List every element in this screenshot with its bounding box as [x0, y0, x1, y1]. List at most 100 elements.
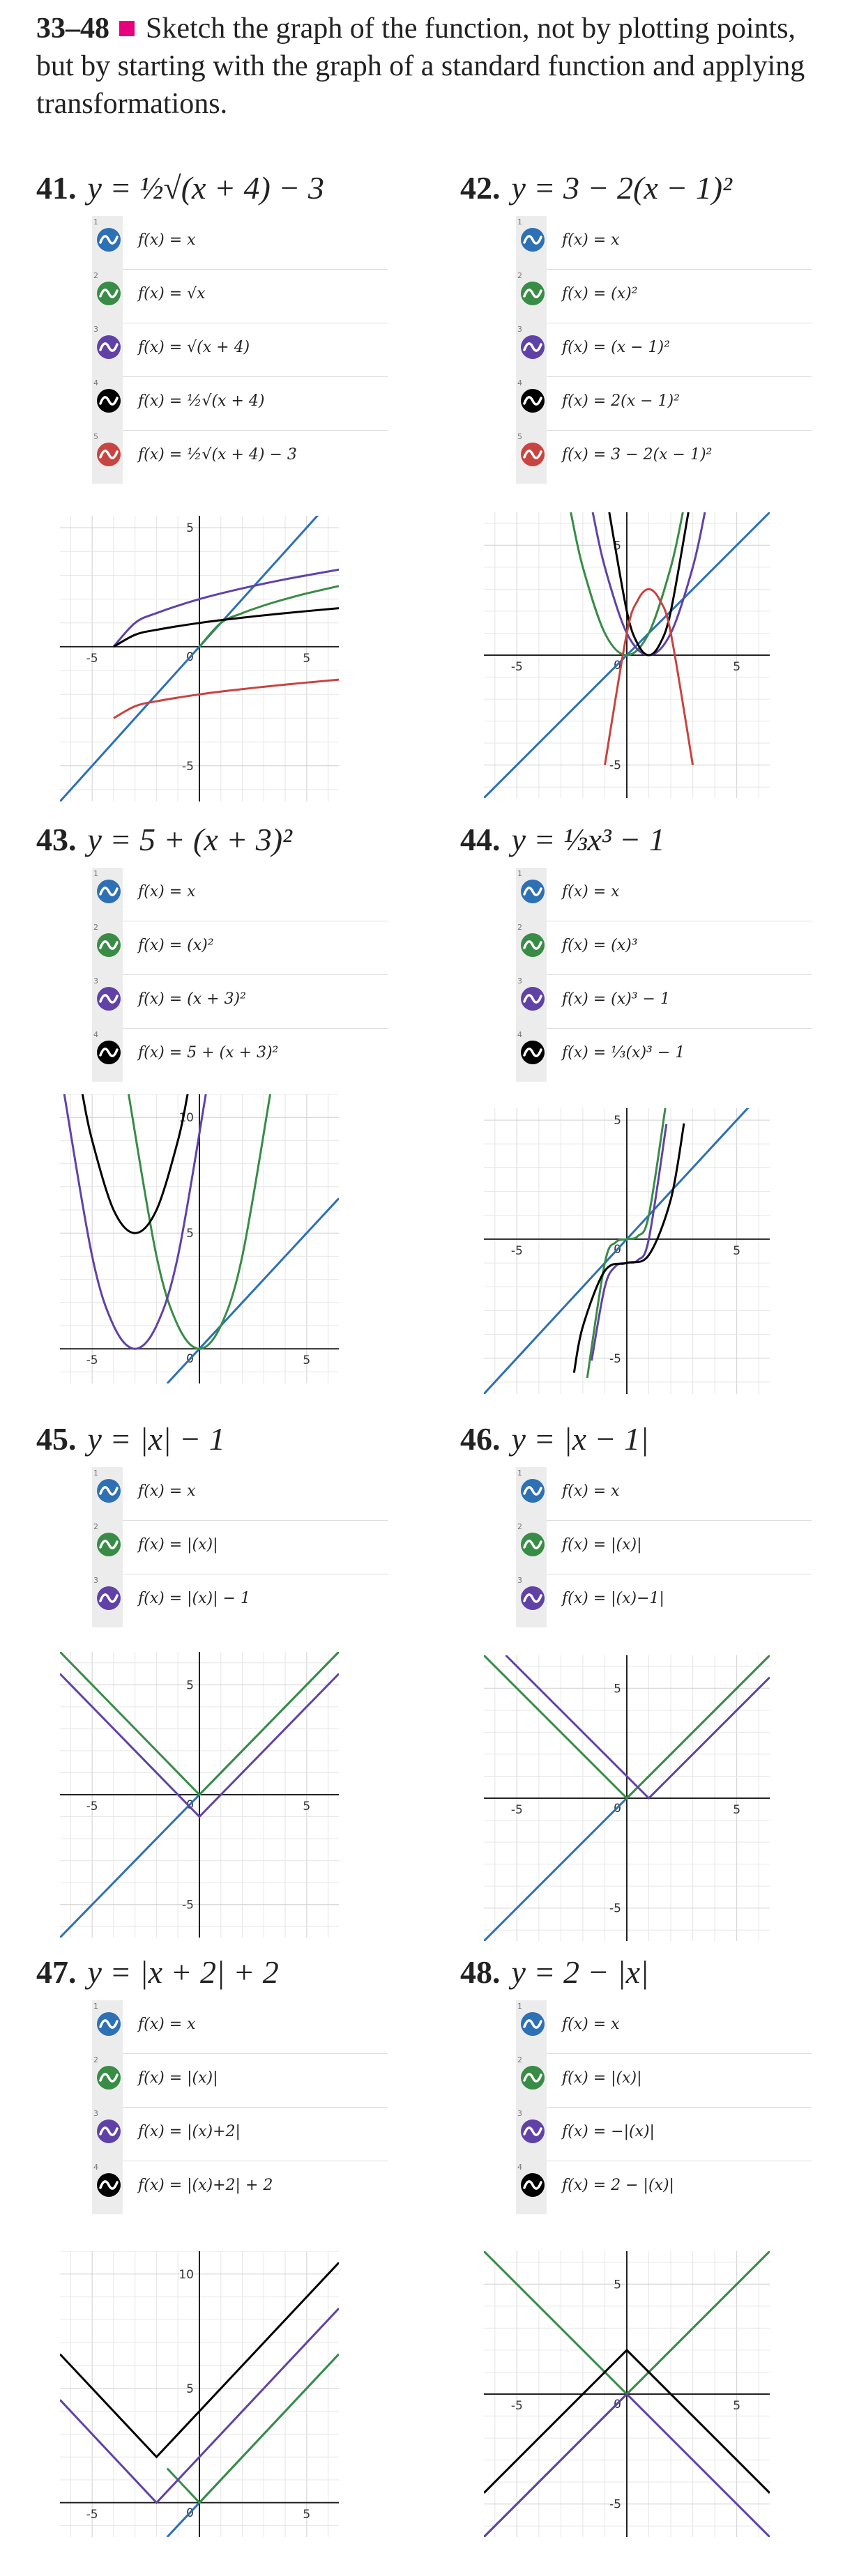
expression-row[interactable]: 3 f(x) = −|(x)| — [517, 2108, 812, 2161]
expression-row[interactable]: 2 f(x) = |(x)| — [93, 2054, 388, 2108]
expression-text[interactable]: f(x) = 2 − |(x)| — [562, 2177, 674, 2194]
expression-text[interactable]: f(x) = |(x)| — [138, 1536, 218, 1554]
expression-text[interactable]: f(x) = |(x)+2| — [138, 2123, 241, 2140]
expression-row[interactable]: 5 f(x) = 3 − 2(x − 1)² — [517, 431, 812, 484]
expression-text[interactable]: f(x) = 5 + (x + 3)² — [138, 1044, 279, 1061]
expression-row[interactable]: 1 f(x) = x — [517, 216, 812, 270]
expression-text[interactable]: f(x) = |(x)| — [138, 2069, 218, 2087]
graph-visibility-icon[interactable] — [520, 281, 545, 306]
expression-text[interactable]: f(x) = x — [138, 1482, 196, 1500]
expression-text[interactable]: f(x) = (x)² — [562, 285, 638, 302]
graph-visibility-icon[interactable] — [520, 227, 545, 252]
expression-row[interactable]: 1 f(x) = x — [93, 868, 388, 921]
expression-row[interactable]: 3 f(x) = (x − 1)² — [517, 323, 812, 377]
expression-text[interactable]: f(x) = (x)² — [138, 937, 214, 954]
expression-text[interactable]: f(x) = x — [138, 2016, 196, 2033]
expression-text[interactable]: f(x) = √x — [138, 285, 206, 302]
expression-row[interactable]: 3 f(x) = √(x + 4) — [93, 323, 388, 377]
expression-text[interactable]: f(x) = (x)³ — [562, 937, 638, 954]
expression-text[interactable]: f(x) = x — [562, 883, 620, 900]
graph-visibility-icon[interactable] — [96, 2119, 121, 2144]
expression-row[interactable]: 2 f(x) = √x — [93, 270, 388, 323]
expression-text[interactable]: f(x) = |(x)−1| — [562, 1590, 664, 1607]
expression-row[interactable]: 3 f(x) = |(x)| − 1 — [93, 1574, 388, 1627]
graph-visibility-icon[interactable] — [96, 1478, 121, 1503]
graph-43[interactable]: -5 5 5 10 0 — [60, 1094, 339, 1383]
expression-text[interactable]: f(x) = |(x)| — [562, 2069, 642, 2087]
graph-visibility-icon[interactable] — [520, 2065, 545, 2090]
expression-text[interactable]: f(x) = x — [138, 883, 196, 900]
expression-text[interactable]: f(x) = −|(x)| — [562, 2123, 655, 2140]
graph-visibility-icon[interactable] — [520, 2119, 545, 2144]
expression-text[interactable]: f(x) = x — [562, 231, 620, 249]
expression-row[interactable]: 1 f(x) = x — [93, 1467, 388, 1521]
graph-visibility-icon[interactable] — [96, 2011, 121, 2037]
expression-text[interactable]: f(x) = 2(x − 1)² — [562, 392, 680, 410]
graph-46[interactable]: -5 5 -5 5 0 — [484, 1655, 770, 1941]
graph-visibility-icon[interactable] — [96, 227, 121, 252]
expression-text[interactable]: f(x) = ½√(x + 4) — [138, 392, 265, 410]
expression-row[interactable]: 4 f(x) = 5 + (x + 3)² — [93, 1029, 388, 1082]
graph-visibility-icon[interactable] — [96, 986, 121, 1011]
expression-text[interactable]: f(x) = (x + 3)² — [138, 990, 246, 1008]
graph-visibility-icon[interactable] — [520, 879, 545, 904]
expression-row[interactable]: 2 f(x) = (x)² — [517, 270, 812, 323]
graph-visibility-icon[interactable] — [96, 2065, 121, 2090]
graph-41[interactable]: -5 5 -5 5 0 — [60, 516, 339, 802]
graph-visibility-icon[interactable] — [96, 281, 121, 306]
expression-text[interactable]: f(x) = |(x)+2| + 2 — [138, 2177, 273, 2194]
expression-row[interactable]: 2 f(x) = |(x)| — [93, 1521, 388, 1574]
expression-row[interactable]: 1 f(x) = x — [517, 868, 812, 921]
expression-row[interactable]: 2 f(x) = |(x)| — [517, 2054, 812, 2108]
expression-row[interactable]: 1 f(x) = x — [517, 1467, 812, 1521]
expression-text[interactable]: f(x) = x — [562, 2016, 620, 2033]
graph-visibility-icon[interactable] — [96, 1040, 121, 1065]
graph-visibility-icon[interactable] — [96, 442, 121, 467]
graph-visibility-icon[interactable] — [520, 2011, 545, 2037]
graph-visibility-icon[interactable] — [520, 1040, 545, 1065]
expression-text[interactable]: f(x) = x — [562, 1482, 620, 1500]
graph-visibility-icon[interactable] — [520, 442, 545, 467]
graph-visibility-icon[interactable] — [96, 933, 121, 958]
expression-row[interactable]: 1 f(x) = x — [517, 2000, 812, 2054]
graph-visibility-icon[interactable] — [96, 2172, 121, 2198]
expression-text[interactable]: f(x) = 3 − 2(x − 1)² — [562, 446, 713, 463]
graph-visibility-icon[interactable] — [520, 335, 545, 360]
graph-visibility-icon[interactable] — [96, 335, 121, 360]
expression-row[interactable]: 2 f(x) = |(x)| — [517, 1521, 812, 1574]
expression-row[interactable]: 3 f(x) = (x + 3)² — [93, 975, 388, 1029]
expression-text[interactable]: f(x) = √(x + 4) — [138, 339, 250, 356]
graph-visibility-icon[interactable] — [520, 1586, 545, 1611]
expression-text[interactable]: f(x) = x — [138, 231, 196, 249]
expression-row[interactable]: 4 f(x) = ½√(x + 4) — [93, 377, 388, 431]
expression-row[interactable]: 4 f(x) = 2(x − 1)² — [517, 377, 812, 431]
expression-row[interactable]: 4 f(x) = ⅓(x)³ − 1 — [517, 1029, 812, 1082]
expression-row[interactable]: 3 f(x) = |(x)+2| — [93, 2108, 388, 2161]
expression-row[interactable]: 2 f(x) = (x)³ — [517, 921, 812, 975]
expression-text[interactable]: f(x) = (x − 1)² — [562, 339, 670, 356]
graph-48[interactable]: -5 5 -5 5 0 — [484, 2251, 770, 2537]
expression-text[interactable]: f(x) = ⅓(x)³ − 1 — [562, 1044, 685, 1061]
graph-visibility-icon[interactable] — [520, 2172, 545, 2198]
graph-visibility-icon[interactable] — [520, 388, 545, 413]
expression-row[interactable]: 5 f(x) = ½√(x + 4) − 3 — [93, 431, 388, 484]
graph-visibility-icon[interactable] — [520, 986, 545, 1011]
expression-row[interactable]: 3 f(x) = |(x)−1| — [517, 1574, 812, 1627]
expression-row[interactable]: 1 f(x) = x — [93, 2000, 388, 2054]
expression-row[interactable]: 4 f(x) = 2 − |(x)| — [517, 2161, 812, 2214]
graph-visibility-icon[interactable] — [96, 388, 121, 413]
graph-44[interactable]: -5 5 -5 5 0 — [484, 1108, 770, 1394]
graph-visibility-icon[interactable] — [520, 1532, 545, 1557]
graph-45[interactable]: -5 5 -5 5 0 — [60, 1652, 339, 1938]
expression-text[interactable]: f(x) = |(x)| − 1 — [138, 1590, 250, 1607]
expression-row[interactable]: 1 f(x) = x — [93, 216, 388, 270]
expression-text[interactable]: f(x) = ½√(x + 4) − 3 — [138, 446, 297, 463]
graph-visibility-icon[interactable] — [96, 879, 121, 904]
graph-42[interactable]: -5 5 -5 5 0 — [484, 512, 770, 798]
graph-visibility-icon[interactable] — [520, 933, 545, 958]
expression-row[interactable]: 4 f(x) = |(x)+2| + 2 — [93, 2161, 388, 2214]
expression-row[interactable]: 2 f(x) = (x)² — [93, 921, 388, 975]
graph-visibility-icon[interactable] — [96, 1532, 121, 1557]
expression-text[interactable]: f(x) = |(x)| — [562, 1536, 642, 1554]
graph-visibility-icon[interactable] — [96, 1586, 121, 1611]
